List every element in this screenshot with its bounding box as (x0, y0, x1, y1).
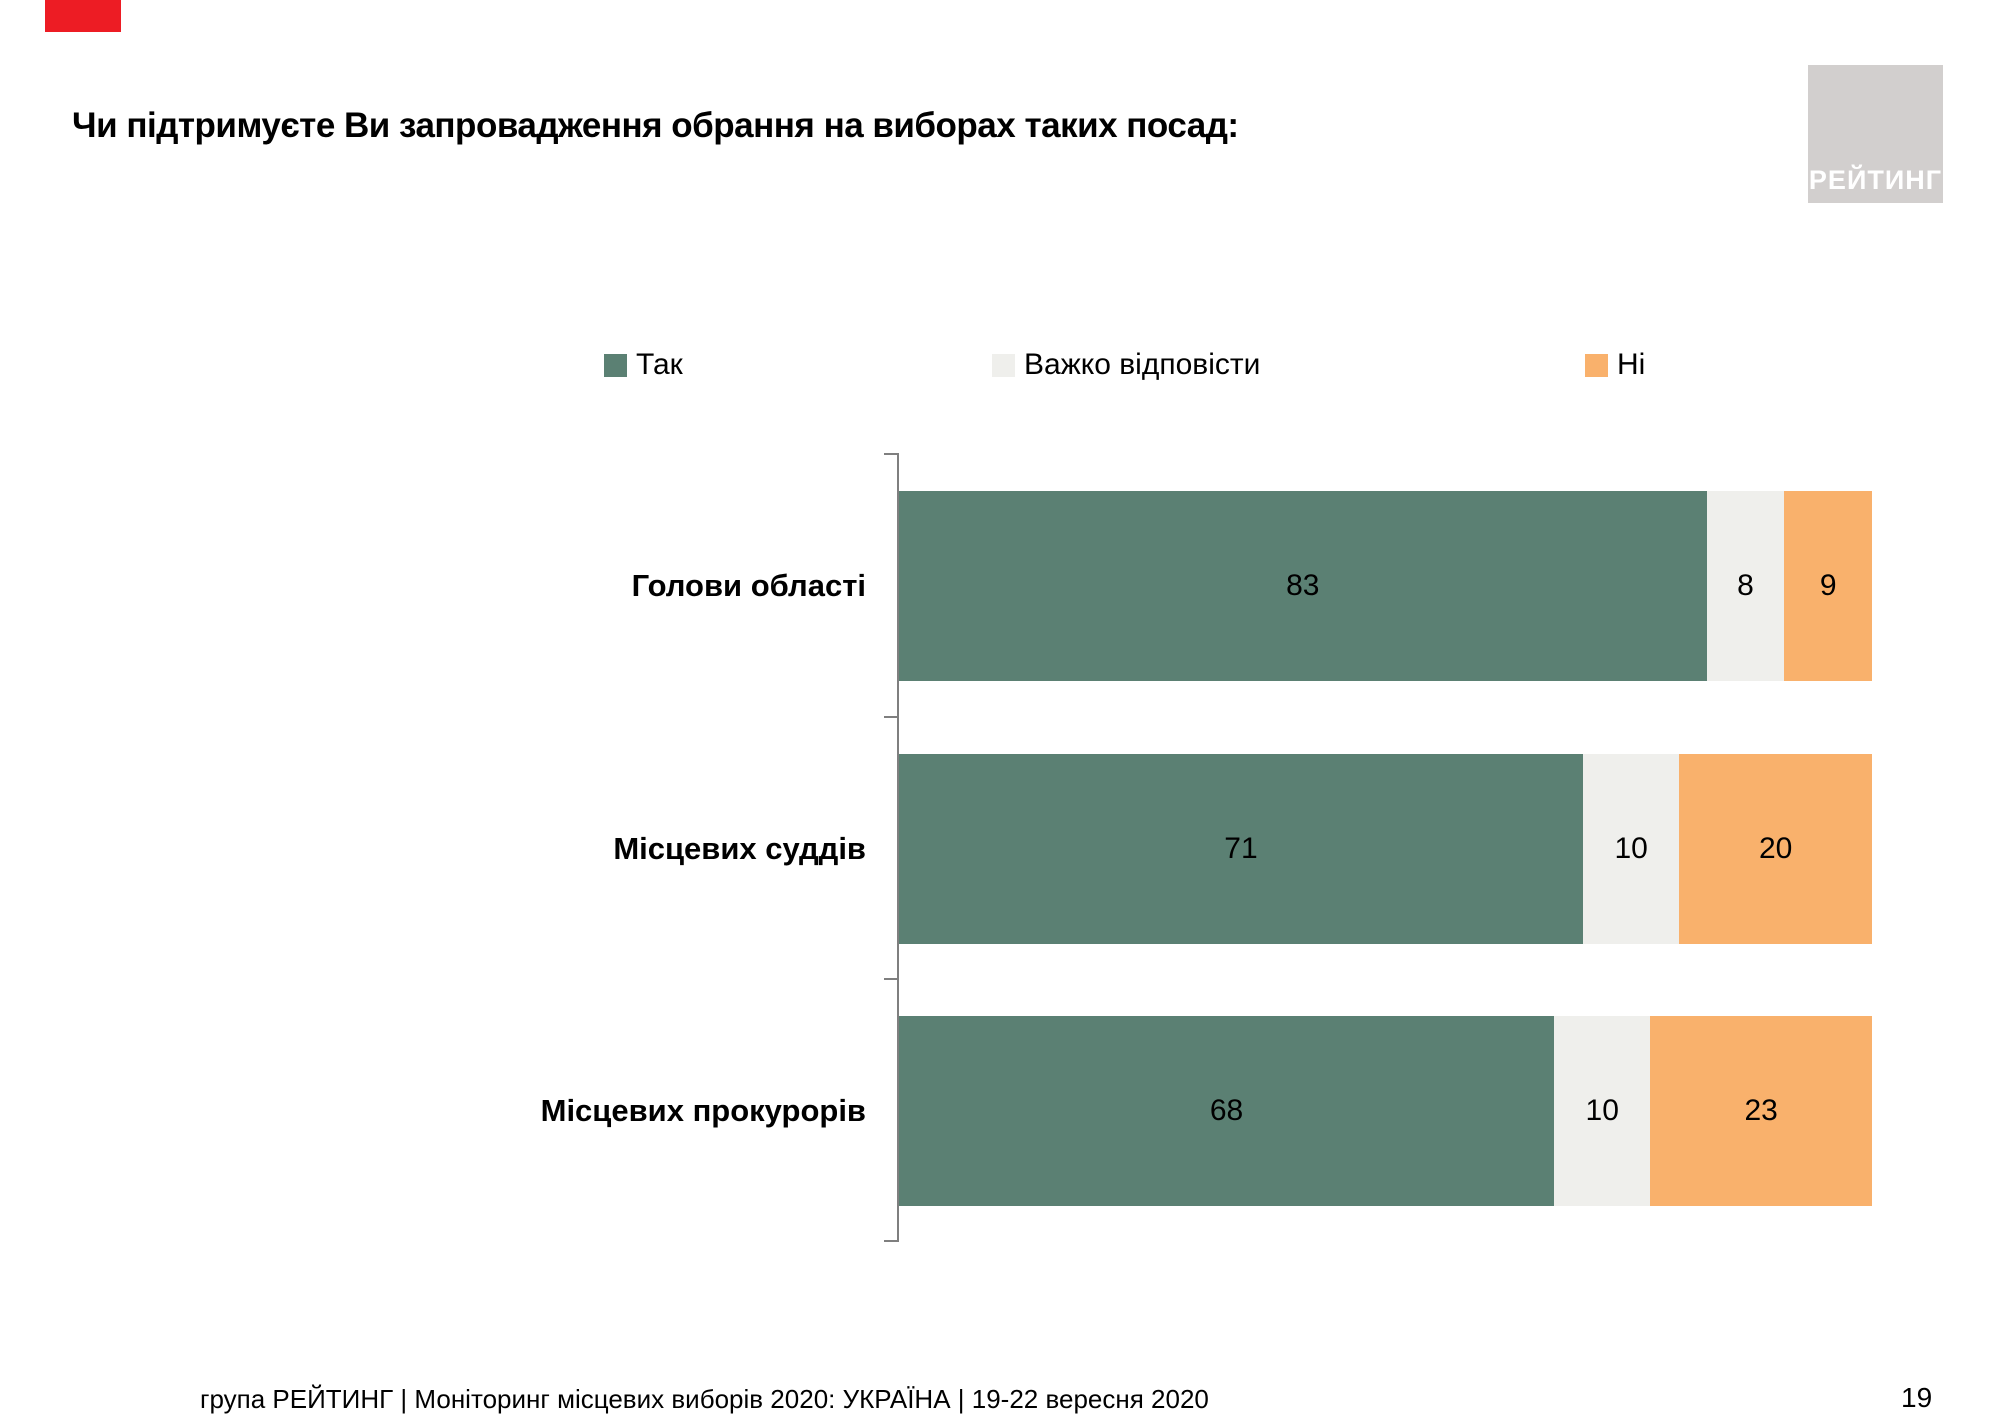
legend-label-neutral: Важко відповісти (1024, 348, 1261, 381)
segment-value: 23 (1744, 1094, 1778, 1127)
y-axis-line (897, 453, 899, 1242)
segment-value: 10 (1585, 1094, 1619, 1127)
legend-item-no: Ні (1585, 348, 1646, 381)
bar-segment-neutral: 10 (1554, 1016, 1651, 1206)
category-label: Місцевих суддів (613, 830, 866, 866)
segment-value: 83 (1286, 569, 1320, 602)
category-label: Місцевих прокурорів (540, 1093, 866, 1128)
page-title: Чи підтримуєте Ви запровадження обрання … (72, 106, 1239, 145)
legend-item-neutral: Важко відповісти (992, 348, 1261, 381)
bar-segment-neutral: 8 (1706, 491, 1785, 681)
segment-value: 68 (1209, 1094, 1244, 1127)
bar-segment-no: 23 (1650, 1016, 1872, 1206)
bar-segment-neutral: 10 (1582, 753, 1680, 944)
page-number: 19 (1901, 1382, 1933, 1413)
segment-value: 8 (1737, 569, 1754, 602)
legend-label-no: Ні (1617, 348, 1646, 381)
bar-segment-yes: 68 (899, 1016, 1555, 1206)
axis-tick (884, 453, 898, 455)
category-label: Голови області (631, 568, 866, 603)
bar-segment-no: 9 (1784, 491, 1872, 681)
bar-row: 68 10 23 (899, 1016, 1872, 1206)
bar-row: 71 10 20 (899, 753, 1872, 944)
bar-segment-yes: 83 (899, 491, 1707, 681)
bar-segment-yes: 71 (899, 753, 1583, 944)
axis-tick (884, 716, 898, 718)
legend-swatch-no (1585, 353, 1608, 377)
segment-value: 20 (1758, 831, 1793, 865)
red-accent-mark (45, 0, 121, 32)
logo-text: РЕЙТИНГ (1808, 165, 1943, 195)
source-footer: група РЕЙТИНГ | Моніторинг місцевих вибо… (200, 1384, 1209, 1414)
bar-row: 83 8 9 (899, 491, 1872, 681)
legend-label-yes: Так (636, 348, 683, 381)
axis-tick (884, 1240, 898, 1242)
segment-value: 10 (1614, 831, 1648, 865)
bar-segment-no: 20 (1679, 753, 1872, 944)
legend-swatch-neutral (992, 353, 1015, 377)
legend-swatch-yes (604, 353, 627, 377)
chart-legend: Так Важко відповісти Ні (0, 348, 2000, 381)
axis-tick (884, 978, 898, 980)
segment-value: 71 (1224, 831, 1258, 865)
rating-group-logo: РЕЙТИНГ (1808, 65, 1943, 203)
segment-value: 9 (1819, 569, 1837, 602)
legend-item-yes: Так (604, 348, 683, 381)
